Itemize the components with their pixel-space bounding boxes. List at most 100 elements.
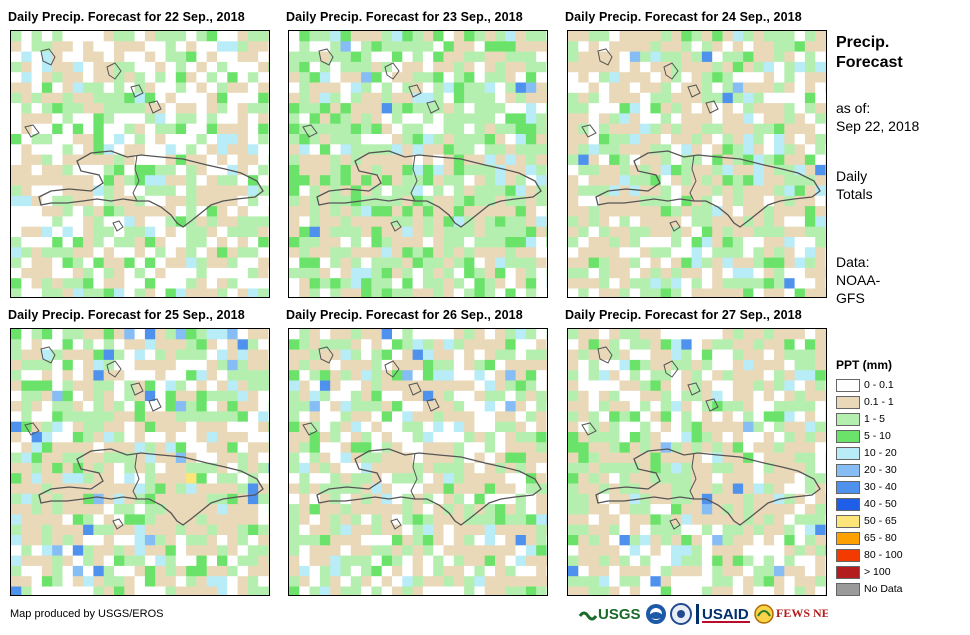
precip-cell [712,576,723,587]
precip-cell [165,349,177,361]
precip-cell [804,82,816,94]
precip-cell [340,51,352,63]
precip-cell [650,493,662,505]
precip-cell [422,473,434,484]
precip-cell [309,359,321,371]
precip-cell [93,576,105,587]
precip-cell [815,206,826,217]
precip-cell [258,206,269,217]
precip-cell [268,123,269,135]
precip-cell [381,462,393,474]
precip-cell [804,535,816,546]
precip-cell [299,401,311,412]
precip-cell [712,175,723,186]
precip-cell [443,72,455,83]
precip-cell [247,278,259,289]
precip-cell [93,359,105,371]
precip-cell [650,237,662,248]
precip-cell [546,401,547,412]
precip-cell [103,535,115,546]
precip-cell [505,411,517,423]
precip-cell [11,267,22,279]
precip-cell [237,257,249,269]
precip-cell [598,278,610,289]
precip-cell [578,267,590,279]
precip-cell [11,226,22,238]
precip-cell [743,257,754,269]
precip-cell [330,144,341,156]
precip-cell [743,206,754,217]
precip-cell [114,72,125,83]
island-coastline [390,220,402,232]
precip-cell [237,390,249,402]
precip-cell [103,278,115,289]
precip-cell [474,442,486,454]
precip-cell [299,226,311,238]
precip-cell [340,576,352,587]
precip-cell [422,175,434,186]
precip-cell [83,545,94,557]
precip-cell [474,175,486,186]
precip-cell [568,576,579,587]
precip-cell [175,555,187,567]
precip-cell [732,432,744,443]
precip-cell [62,278,74,289]
precip-cell [361,421,372,433]
precip-cell [825,216,826,228]
precip-cell [165,359,177,371]
precip-cell [650,586,662,595]
precip-cell [578,390,590,402]
precip-cell [794,144,806,156]
precip-cell [412,123,424,135]
precip-cell [350,175,362,186]
precip-cell [578,545,590,557]
precip-cell [72,175,84,186]
precip-cell [114,257,125,269]
precip-cell [268,473,269,484]
precip-cell [206,216,218,228]
precip-cell [114,586,125,595]
precip-cell [103,257,115,269]
precip-cell [361,144,372,156]
precip-cell [247,237,259,248]
precip-cell [392,51,403,63]
precip-cell [588,565,600,577]
precip-cell [815,41,826,53]
precip-cell [495,41,506,53]
precip-cell [371,432,383,443]
precip-cell [774,545,785,557]
precip-cell [774,473,785,484]
precip-cell [196,565,208,577]
island-coastline [40,346,56,364]
precip-cell [712,257,723,269]
precip-cell [609,576,620,587]
precip-cell [732,226,744,238]
precip-cell [206,134,218,145]
precip-cell [144,164,156,176]
precip-cell [62,462,74,474]
precip-cell [371,144,383,156]
precip-cell [525,576,537,587]
precip-cell [784,113,796,125]
precip-cell [31,565,43,577]
precip-cell [650,123,662,135]
precip-cell [681,267,693,279]
precip-cell [381,473,393,484]
precip-cell [175,113,187,125]
precip-cell [650,82,662,94]
precip-cell [619,185,631,197]
precip-cell [93,545,105,557]
precip-cell [31,473,43,484]
precip-cell [722,401,734,412]
precip-cell [464,72,475,83]
precip-cell [474,421,486,433]
precip-cell [237,349,249,361]
precip-cell [31,288,43,297]
precip-cell [804,473,816,484]
precip-cell [83,359,94,371]
precip-cell [330,267,341,279]
precip-cell [93,586,105,595]
precip-cell [578,339,590,351]
precip-cell [103,565,115,577]
precip-cell [784,452,796,464]
